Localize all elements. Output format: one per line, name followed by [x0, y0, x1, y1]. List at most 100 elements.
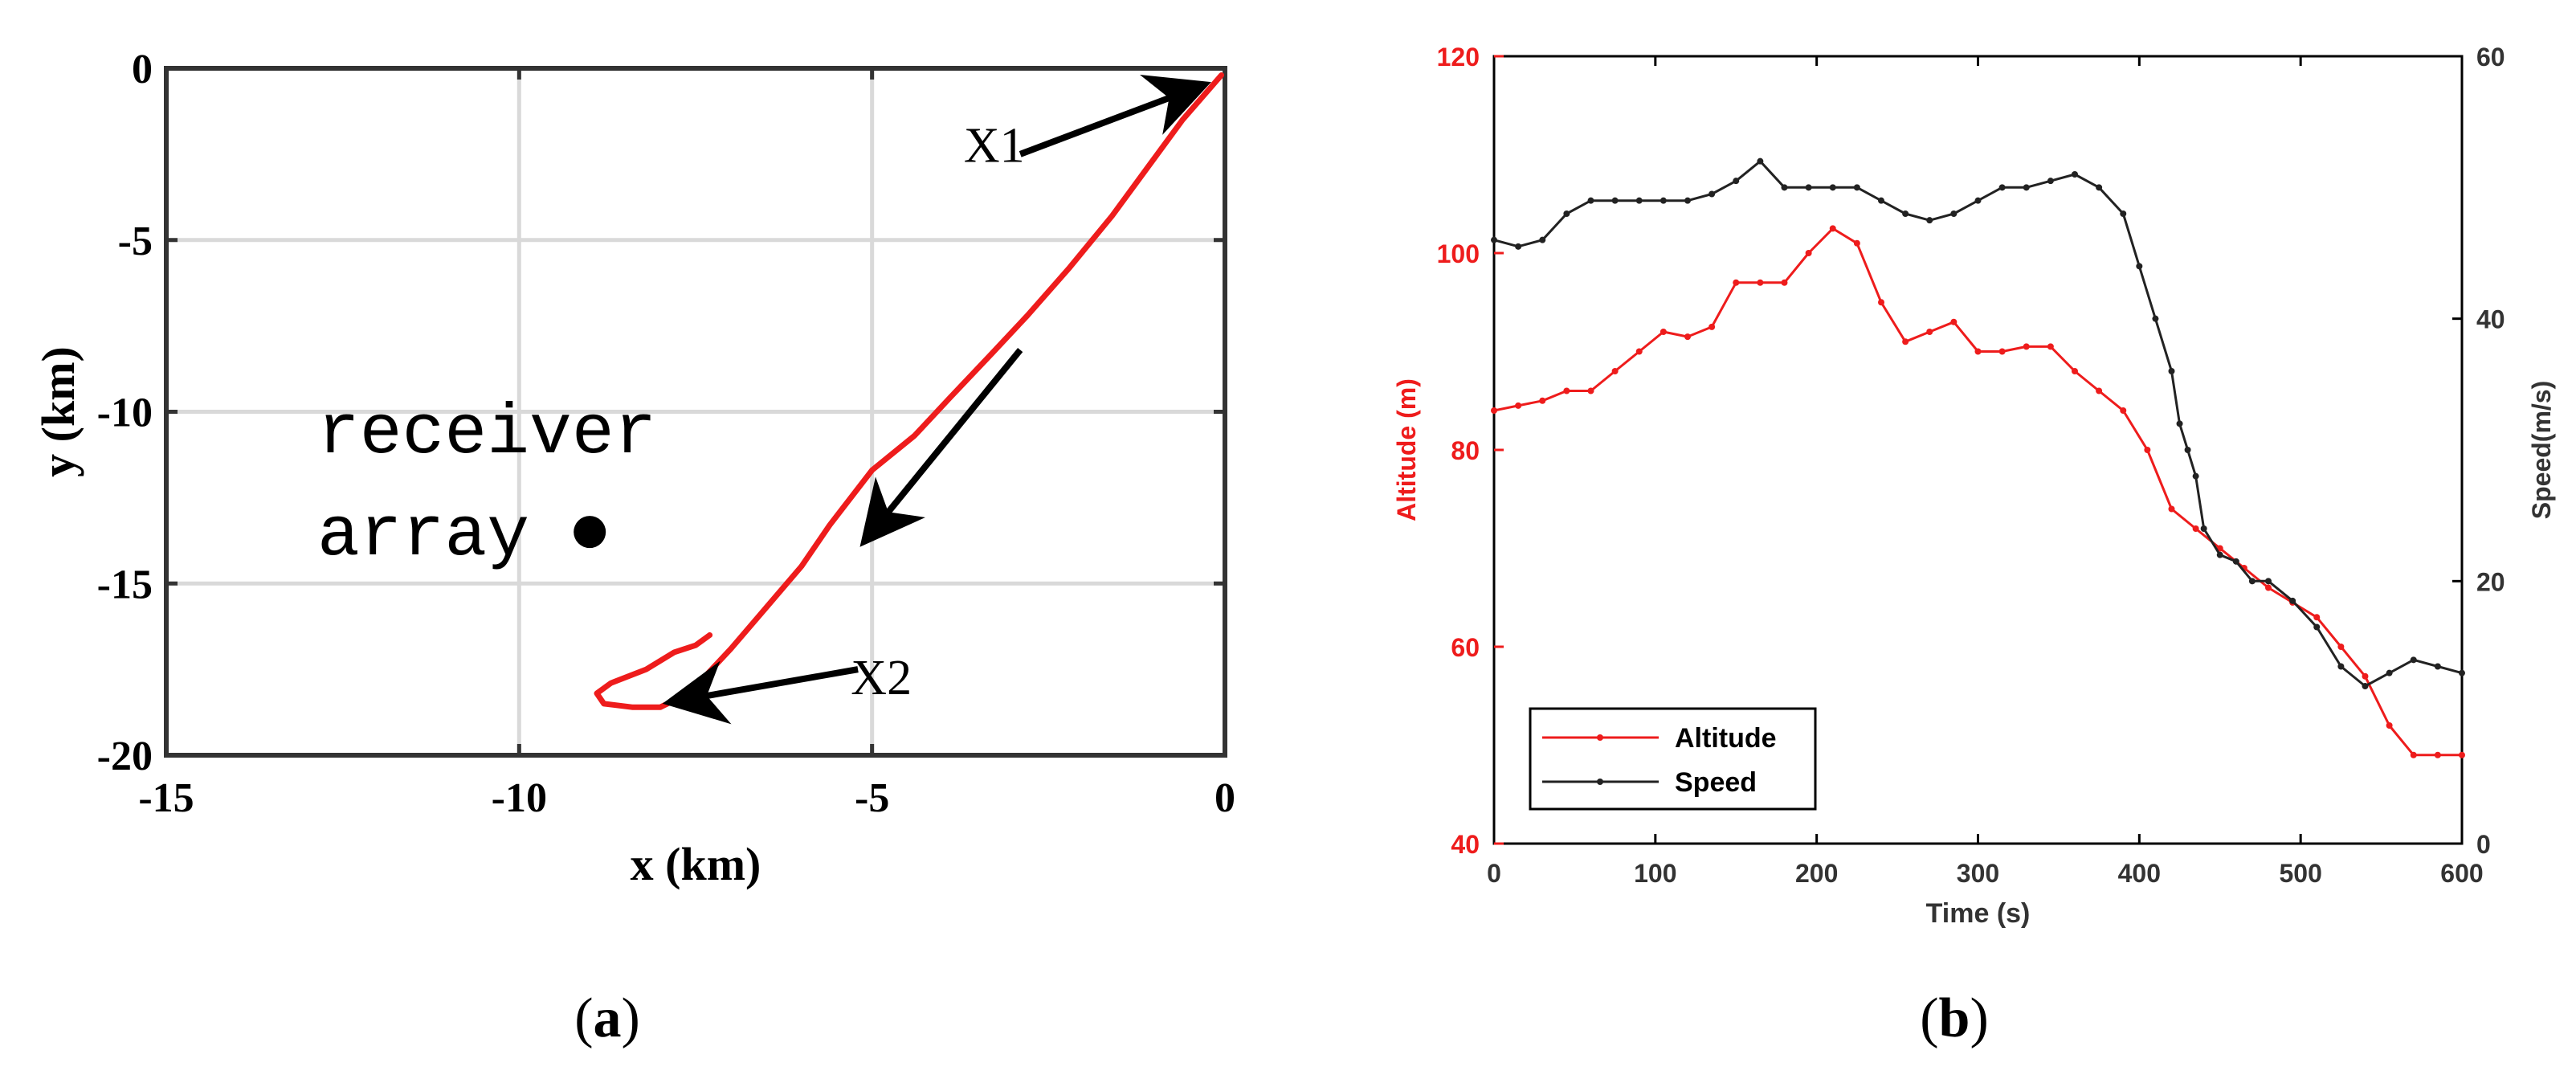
- series-altitude-point-6: [1635, 348, 1643, 355]
- panel-a-ticks: [164, 66, 1227, 758]
- panel-b-x-tick-label-6: 600: [2440, 859, 2483, 888]
- receiver-label-line1: receiver: [317, 394, 656, 474]
- panel-b-x-tick-label-5: 500: [2279, 859, 2321, 888]
- panel-b-chart: 0 100 200 300 400 500 600 40 60 80 100 120 0 20 40 60…: [1392, 43, 2556, 929]
- receiver-label-line2: array: [317, 497, 529, 576]
- panel-b-right-tick-label-2: 40: [2476, 305, 2505, 334]
- trajectory-line: [594, 72, 1225, 710]
- panel-a-x-tick-label-2: -5: [855, 775, 889, 821]
- series-altitude-point-38: [2410, 751, 2417, 758]
- series-altitude-point-7: [1659, 329, 1667, 335]
- panel-b-series: [1491, 157, 2465, 758]
- panel-b-left-tick-label-0: 40: [1451, 830, 1480, 859]
- panel-b-left-tick-label-3: 100: [1437, 239, 1480, 268]
- panel-b-left-tick-label-1: 60: [1451, 633, 1480, 662]
- series-altitude-point-19: [1950, 318, 1958, 325]
- series-speed-point-3: [1563, 210, 1570, 217]
- series-speed-point-31: [2184, 447, 2191, 453]
- series-altitude-point-17: [1902, 338, 1909, 345]
- series-altitude-point-11: [1757, 279, 1764, 286]
- panel-b-left-axis-label: Altitude (m): [1392, 378, 1421, 521]
- series-speed-point-17: [1902, 210, 1909, 217]
- series-speed-point-0: [1491, 236, 1497, 243]
- series-altitude-point-35: [2337, 644, 2345, 650]
- series-speed-point-15: [1853, 184, 1860, 191]
- series-altitude-point-20: [1974, 348, 1982, 355]
- series-speed-point-7: [1659, 197, 1667, 204]
- panel-a-annotations: X1 X2: [662, 74, 1211, 725]
- series-altitude-point-40: [2459, 751, 2465, 758]
- panel-a-x-tick-label-1: -10: [492, 775, 547, 821]
- series-speed-point-30: [2176, 420, 2183, 427]
- series-altitude-point-34: [2313, 614, 2321, 621]
- panel-a-x-tick-label-3: 0: [1215, 775, 1235, 821]
- direction-arrow: [859, 348, 1023, 547]
- series-altitude-point-5: [1611, 368, 1619, 374]
- series-speed-point-6: [1635, 197, 1643, 204]
- legend-speed-label: Speed: [1675, 767, 1757, 798]
- panel-a-chart: -15 -10 -5 0 0-5-10-15-20 receiver array X1…: [32, 47, 1235, 890]
- series-altitude-point-30: [2216, 545, 2223, 552]
- series-altitude-point-13: [1805, 250, 1812, 256]
- series-speed-point-16: [1878, 197, 1884, 204]
- series-speed-point-44: [2434, 663, 2441, 670]
- panel-a-caption-open: (: [574, 987, 593, 1049]
- series-altitude-point-37: [2386, 722, 2393, 729]
- panel-b-left-tick-labels: 40 60 80 100 120: [1437, 43, 1480, 859]
- panel-b-legend: Altitude Speed: [1529, 707, 1817, 811]
- series-speed-point-32: [2192, 472, 2199, 480]
- series-speed-point-13: [1805, 184, 1812, 191]
- panel-a-grid: [166, 68, 1225, 755]
- series-speed-point-36: [2248, 578, 2256, 585]
- panel-b-right-tick-label-0: 0: [2476, 830, 2491, 859]
- series-speed-point-43: [2410, 656, 2417, 664]
- series-altitude-point-22: [2023, 343, 2030, 350]
- series-altitude-point-0: [1491, 407, 1497, 414]
- series-speed-point-26: [2120, 210, 2127, 217]
- panel-b-x-tick-label-2: 200: [1795, 859, 1838, 888]
- series-altitude-point-8: [1684, 333, 1691, 341]
- series-speed-point-40: [2337, 663, 2345, 670]
- series-speed-point-39: [2313, 623, 2321, 631]
- series-speed-point-11: [1757, 157, 1764, 165]
- panel-b-x-tick-label-3: 300: [1957, 859, 1999, 888]
- panel-a-x-axis-label: x (km): [631, 838, 761, 890]
- series-speed-point-2: [1539, 236, 1546, 243]
- series-altitude-point-18: [1926, 329, 1933, 335]
- series-speed-point-25: [2096, 184, 2103, 191]
- series-altitude-point-23: [2047, 343, 2054, 350]
- series-altitude-point-9: [1708, 323, 1716, 330]
- series-speed-point-19: [1950, 210, 1958, 217]
- series-altitude-point-21: [1998, 348, 2006, 355]
- panel-b-caption-letter: b: [1939, 987, 1970, 1049]
- receiver-array-marker: [574, 516, 606, 549]
- series-speed-point-35: [2232, 558, 2239, 565]
- series-speed-point-34: [2216, 551, 2223, 558]
- series-altitude-point-14: [1829, 225, 1836, 232]
- panel-b-x-tick-label-4: 400: [2118, 859, 2161, 888]
- series-altitude-point-39: [2434, 751, 2441, 758]
- annotation-label-x2: X2: [851, 651, 912, 705]
- panel-b-right-tick-labels: 0 20 40 60: [2476, 43, 2505, 859]
- series-speed-point-14: [1829, 184, 1836, 191]
- series-altitude-point-1: [1515, 402, 1522, 409]
- series-altitude-point-2: [1539, 397, 1546, 404]
- panel-a-y-tick-label-0: 0: [132, 47, 153, 92]
- panel-a-y-axis-label: y (km): [32, 346, 84, 477]
- panel-a-x-tick-labels: -15 -10 -5 0: [138, 775, 1235, 821]
- panel-a-y-tick-label-1: -5: [118, 219, 153, 264]
- panel-a-y-tick-label-4: -20: [97, 734, 153, 779]
- series-altitude-point-12: [1781, 279, 1788, 286]
- panel-a-caption-close: ): [622, 987, 640, 1049]
- legend-altitude-marker: [1597, 734, 1603, 741]
- panel-a-y-tick-labels: 0 -5 -10 -15 -20: [97, 47, 153, 779]
- series-altitude-point-25: [2096, 387, 2103, 394]
- panel-b-x-tick-label-1: 100: [1634, 859, 1676, 888]
- panel-a-y-tick-label-2: -10: [97, 390, 153, 436]
- series-speed-point-38: [2289, 597, 2296, 604]
- panel-b-caption: (b): [1920, 987, 1989, 1049]
- series-altitude-point-16: [1878, 299, 1884, 306]
- series-speed-point-33: [2200, 525, 2207, 532]
- series-speed-point-9: [1708, 190, 1716, 198]
